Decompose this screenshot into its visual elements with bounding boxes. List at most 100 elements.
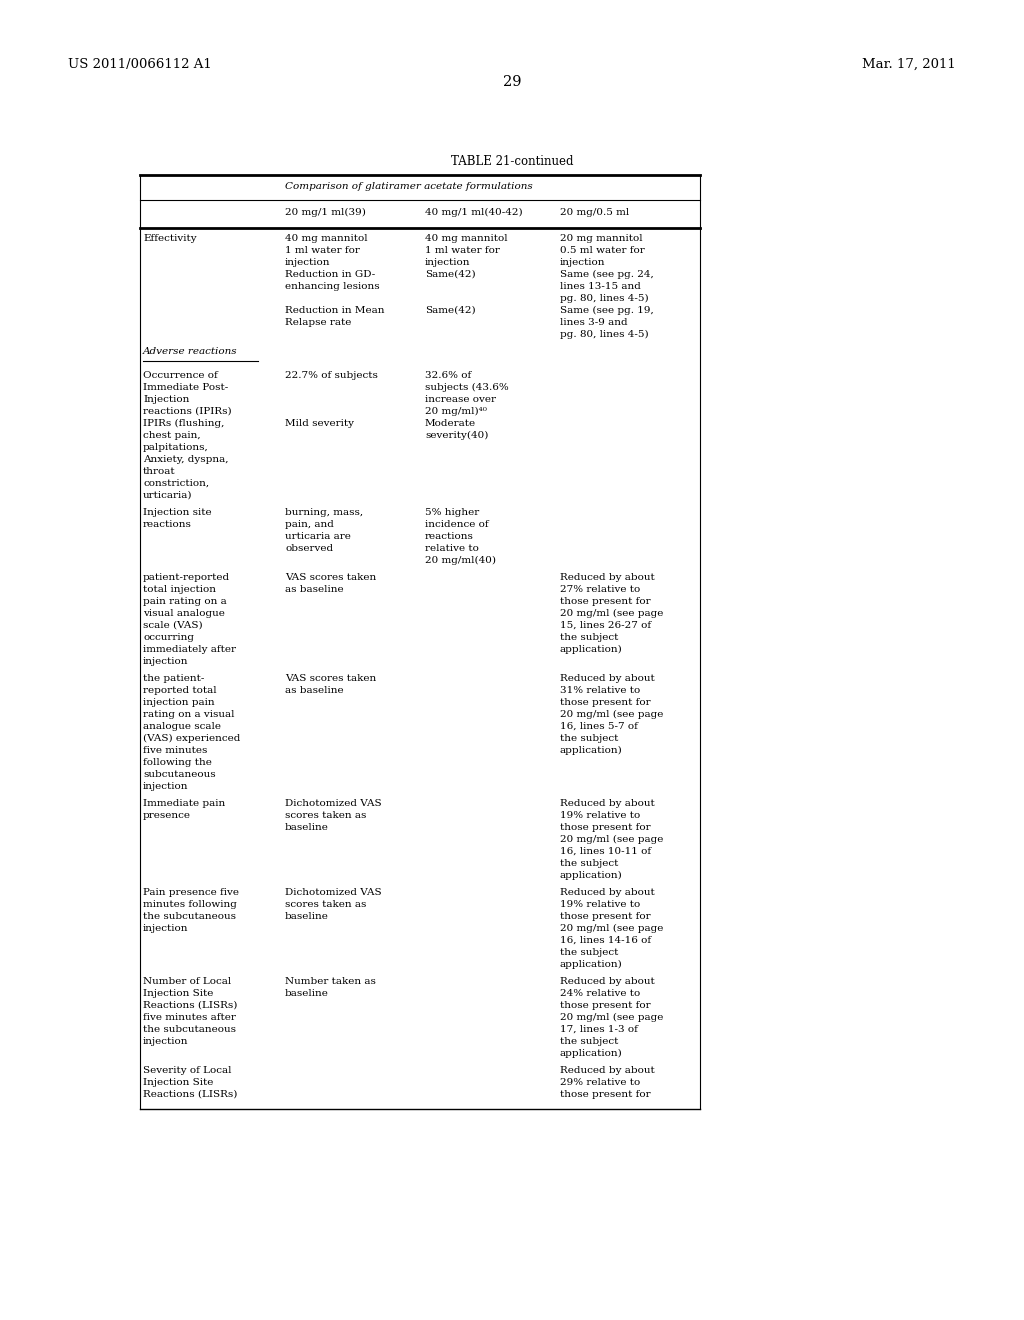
Text: 40 mg mannitol: 40 mg mannitol — [425, 234, 508, 243]
Text: 29: 29 — [503, 75, 521, 88]
Text: observed: observed — [285, 544, 333, 553]
Text: Same (see pg. 24,: Same (see pg. 24, — [560, 271, 653, 279]
Text: 29% relative to: 29% relative to — [560, 1078, 640, 1086]
Text: TABLE 21-continued: TABLE 21-continued — [451, 154, 573, 168]
Text: 24% relative to: 24% relative to — [560, 989, 640, 998]
Text: increase over: increase over — [425, 395, 496, 404]
Text: 22.7% of subjects: 22.7% of subjects — [285, 371, 378, 380]
Text: the patient-: the patient- — [143, 675, 205, 682]
Text: injection: injection — [285, 257, 331, 267]
Text: as baseline: as baseline — [285, 585, 344, 594]
Text: 16, lines 10-11 of: 16, lines 10-11 of — [560, 847, 651, 855]
Text: five minutes after: five minutes after — [143, 1012, 236, 1022]
Text: 20 mg/ml (see page: 20 mg/ml (see page — [560, 609, 664, 618]
Text: relative to: relative to — [425, 544, 479, 553]
Text: 20 mg/0.5 ml: 20 mg/0.5 ml — [560, 209, 630, 216]
Text: enhancing lesions: enhancing lesions — [285, 282, 380, 290]
Text: those present for: those present for — [560, 822, 650, 832]
Text: Injection Site: Injection Site — [143, 989, 213, 998]
Text: Moderate: Moderate — [425, 418, 476, 428]
Text: Injection site: Injection site — [143, 508, 212, 517]
Text: those present for: those present for — [560, 698, 650, 708]
Text: Same(42): Same(42) — [425, 271, 475, 279]
Text: baseline: baseline — [285, 989, 329, 998]
Text: Injection: Injection — [143, 395, 189, 404]
Text: 5% higher: 5% higher — [425, 508, 479, 517]
Text: VAS scores taken: VAS scores taken — [285, 675, 376, 682]
Text: 20 mg/ml (see page: 20 mg/ml (see page — [560, 924, 664, 933]
Text: 40 mg/1 ml(40-42): 40 mg/1 ml(40-42) — [425, 209, 522, 216]
Text: Adverse reactions: Adverse reactions — [143, 347, 238, 356]
Text: pain, and: pain, and — [285, 520, 334, 529]
Text: application): application) — [560, 746, 623, 755]
Text: Reactions (LISRs): Reactions (LISRs) — [143, 1090, 238, 1100]
Text: burning, mass,: burning, mass, — [285, 508, 364, 517]
Text: Reduced by about: Reduced by about — [560, 799, 654, 808]
Text: Reduced by about: Reduced by about — [560, 573, 654, 582]
Text: VAS scores taken: VAS scores taken — [285, 573, 376, 582]
Text: reactions: reactions — [143, 520, 191, 529]
Text: Occurrence of: Occurrence of — [143, 371, 218, 380]
Text: Injection Site: Injection Site — [143, 1078, 213, 1086]
Text: chest pain,: chest pain, — [143, 432, 201, 440]
Text: following the: following the — [143, 758, 212, 767]
Text: application): application) — [560, 645, 623, 655]
Text: pg. 80, lines 4-5): pg. 80, lines 4-5) — [560, 330, 648, 339]
Text: scores taken as: scores taken as — [285, 810, 367, 820]
Text: incidence of: incidence of — [425, 520, 488, 529]
Text: five minutes: five minutes — [143, 746, 208, 755]
Text: reported total: reported total — [143, 686, 217, 696]
Text: injection: injection — [425, 257, 470, 267]
Text: Reduced by about: Reduced by about — [560, 977, 654, 986]
Text: 20 mg/ml (see page: 20 mg/ml (see page — [560, 1012, 664, 1022]
Text: throat: throat — [143, 467, 176, 477]
Text: as baseline: as baseline — [285, 686, 344, 696]
Text: the subject: the subject — [560, 634, 618, 642]
Text: 20 mg/ml (see page: 20 mg/ml (see page — [560, 710, 664, 719]
Text: 19% relative to: 19% relative to — [560, 900, 640, 909]
Text: 20 mg mannitol: 20 mg mannitol — [560, 234, 643, 243]
Text: Pain presence five: Pain presence five — [143, 888, 239, 898]
Text: Immediate Post-: Immediate Post- — [143, 383, 228, 392]
Text: US 2011/0066112 A1: US 2011/0066112 A1 — [68, 58, 212, 71]
Text: minutes following: minutes following — [143, 900, 237, 909]
Text: 16, lines 5-7 of: 16, lines 5-7 of — [560, 722, 638, 731]
Text: lines 13-15 and: lines 13-15 and — [560, 282, 641, 290]
Text: Number of Local: Number of Local — [143, 977, 231, 986]
Text: severity(40): severity(40) — [425, 432, 488, 440]
Text: Comparison of glatiramer acetate formulations: Comparison of glatiramer acetate formula… — [285, 182, 532, 191]
Text: 16, lines 14-16 of: 16, lines 14-16 of — [560, 936, 651, 945]
Text: Reduction in GD-: Reduction in GD- — [285, 271, 375, 279]
Text: 15, lines 26-27 of: 15, lines 26-27 of — [560, 620, 651, 630]
Text: 1 ml water for: 1 ml water for — [425, 246, 500, 255]
Text: lines 3-9 and: lines 3-9 and — [560, 318, 628, 327]
Text: Relapse rate: Relapse rate — [285, 318, 351, 327]
Text: Severity of Local: Severity of Local — [143, 1067, 231, 1074]
Text: injection: injection — [143, 657, 188, 667]
Text: patient-reported: patient-reported — [143, 573, 230, 582]
Text: Effectivity: Effectivity — [143, 234, 197, 243]
Text: 40 mg mannitol: 40 mg mannitol — [285, 234, 368, 243]
Text: Same(42): Same(42) — [425, 306, 475, 315]
Text: 20 mg/1 ml(39): 20 mg/1 ml(39) — [285, 209, 366, 216]
Text: the subject: the subject — [560, 734, 618, 743]
Text: Reduced by about: Reduced by about — [560, 888, 654, 898]
Text: Anxiety, dyspna,: Anxiety, dyspna, — [143, 455, 228, 465]
Text: Reduced by about: Reduced by about — [560, 675, 654, 682]
Text: 31% relative to: 31% relative to — [560, 686, 640, 696]
Text: Mar. 17, 2011: Mar. 17, 2011 — [862, 58, 956, 71]
Text: (VAS) experienced: (VAS) experienced — [143, 734, 241, 743]
Text: reactions: reactions — [425, 532, 474, 541]
Text: 20 mg/ml (see page: 20 mg/ml (see page — [560, 836, 664, 843]
Text: reactions (IPIRs): reactions (IPIRs) — [143, 407, 231, 416]
Text: occurring: occurring — [143, 634, 194, 642]
Text: injection: injection — [560, 257, 605, 267]
Text: subjects (43.6%: subjects (43.6% — [425, 383, 509, 392]
Text: 27% relative to: 27% relative to — [560, 585, 640, 594]
Text: application): application) — [560, 960, 623, 969]
Text: injection: injection — [143, 924, 188, 933]
Text: IPIRs (flushing,: IPIRs (flushing, — [143, 418, 224, 428]
Text: palpitations,: palpitations, — [143, 444, 209, 451]
Text: immediately after: immediately after — [143, 645, 236, 653]
Text: rating on a visual: rating on a visual — [143, 710, 234, 719]
